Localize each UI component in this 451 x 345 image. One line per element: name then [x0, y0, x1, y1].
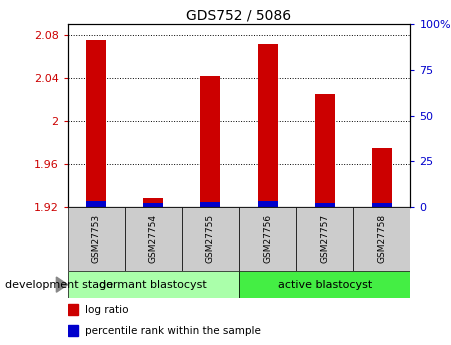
Bar	[353, 207, 410, 271]
Polygon shape	[56, 277, 68, 292]
Bar	[258, 200, 278, 207]
Title: GDS752 / 5086: GDS752 / 5086	[186, 9, 292, 23]
Bar	[372, 148, 392, 207]
Text: GSM27754: GSM27754	[149, 214, 158, 264]
Bar	[258, 43, 278, 207]
Bar	[182, 207, 239, 271]
Bar	[86, 40, 106, 207]
Bar	[372, 203, 392, 207]
Text: percentile rank within the sample: percentile rank within the sample	[85, 326, 261, 335]
Bar	[68, 271, 239, 298]
Text: GSM27756: GSM27756	[263, 214, 272, 264]
Text: dormant blastocyst: dormant blastocyst	[100, 280, 207, 289]
Bar	[68, 304, 78, 315]
Bar	[68, 325, 78, 336]
Bar	[143, 198, 163, 207]
Bar	[239, 271, 410, 298]
Bar	[201, 201, 221, 207]
Text: GSM27758: GSM27758	[377, 214, 387, 264]
Text: GSM27755: GSM27755	[206, 214, 215, 264]
Bar	[315, 94, 335, 207]
Bar	[143, 203, 163, 207]
Text: active blastocyst: active blastocyst	[278, 280, 372, 289]
Text: development stage: development stage	[5, 280, 113, 289]
Bar	[201, 76, 221, 207]
Bar	[125, 207, 182, 271]
Bar	[239, 207, 296, 271]
Bar	[86, 200, 106, 207]
Text: GSM27753: GSM27753	[92, 214, 101, 264]
Text: log ratio: log ratio	[85, 305, 128, 315]
Bar	[68, 207, 125, 271]
Bar	[296, 207, 353, 271]
Bar	[315, 203, 335, 207]
Text: GSM27757: GSM27757	[320, 214, 329, 264]
